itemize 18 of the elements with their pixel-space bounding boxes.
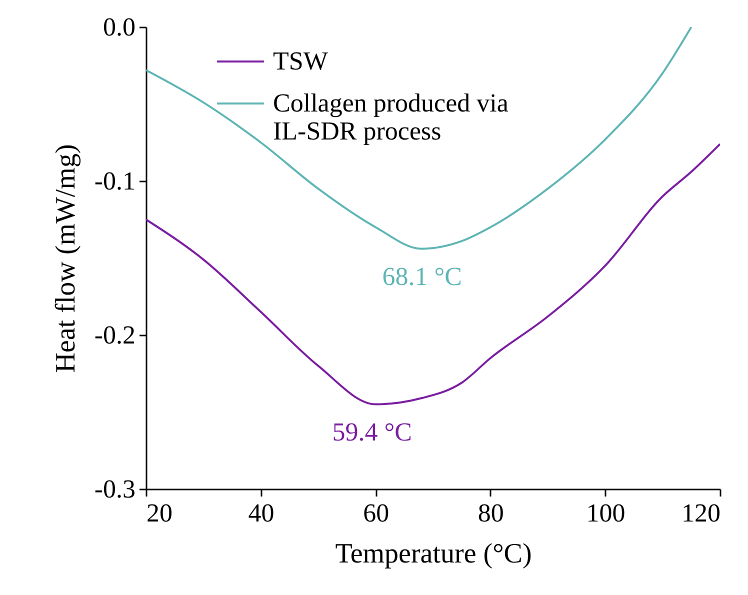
y-tick-label: -0.3 <box>94 474 136 504</box>
x-tick-label: 40 <box>248 498 274 528</box>
y-axis-title: Heat flow (mW/mg) <box>50 144 82 373</box>
x-tick-label: 100 <box>586 498 626 528</box>
legend-label: TSW <box>273 46 328 76</box>
y-tick-label: 0.0 <box>103 12 136 42</box>
x-tick-label: 120 <box>682 498 720 528</box>
line-series <box>146 27 692 250</box>
y-tick-label: -0.2 <box>94 320 136 350</box>
x-axis-title: Temperature (°C) <box>335 538 532 570</box>
annotation: 59.4 °C <box>332 417 412 446</box>
y-tick-label: -0.1 <box>94 166 136 196</box>
x-tick-label: 20 <box>146 498 172 528</box>
legend-label: Collagen produced via IL-SDR process <box>273 88 509 146</box>
x-tick-label: 60 <box>363 498 390 528</box>
annotation: 68.1 °C <box>382 262 462 291</box>
x-tick-label: 80 <box>478 498 504 528</box>
line-series <box>146 143 720 406</box>
